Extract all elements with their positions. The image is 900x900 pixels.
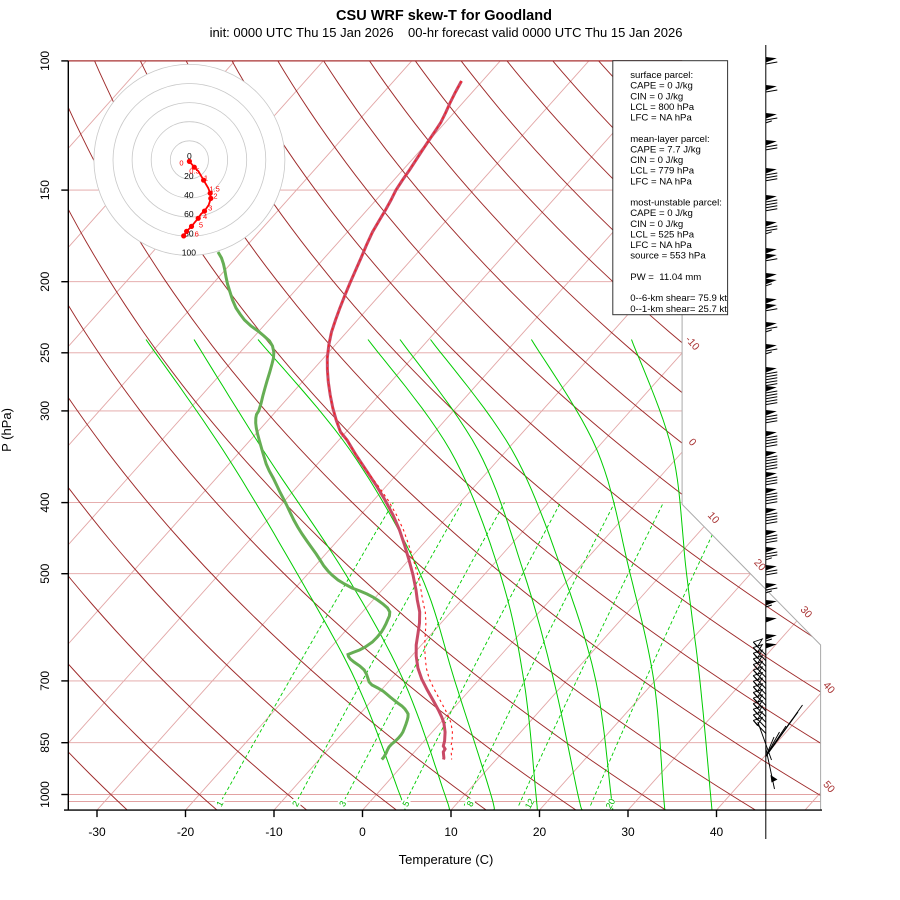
svg-text:20: 20 xyxy=(184,171,194,181)
svg-text:150: 150 xyxy=(38,180,52,200)
svg-text:0.5: 0.5 xyxy=(189,167,199,176)
svg-text:20: 20 xyxy=(604,797,618,811)
svg-text:2: 2 xyxy=(213,192,217,201)
svg-text:0--6-km shear= 75.9 kt: 0--6-km shear= 75.9 kt xyxy=(630,293,727,304)
svg-text:init: 0000 UTC Thu 15 Jan 2026: init: 0000 UTC Thu 15 Jan 2026 00-hr for… xyxy=(210,25,683,40)
svg-text:80: 80 xyxy=(184,228,194,238)
svg-text:30: 30 xyxy=(621,825,635,839)
svg-text:CIN = 0 J/kg: CIN = 0 J/kg xyxy=(630,91,683,102)
svg-text:most-unstable parcel:: most-unstable parcel: xyxy=(630,198,722,209)
svg-text:-20: -20 xyxy=(177,825,195,839)
svg-text:20: 20 xyxy=(533,825,547,839)
svg-text:1: 1 xyxy=(204,174,208,183)
svg-text:4: 4 xyxy=(203,212,207,221)
svg-text:10: 10 xyxy=(444,825,458,839)
svg-text:mean-layer parcel:: mean-layer parcel: xyxy=(630,134,709,145)
svg-text:8: 8 xyxy=(465,799,476,808)
svg-text:CIN = 0 J/kg: CIN = 0 J/kg xyxy=(630,155,683,166)
svg-text:LFC = NA hPa: LFC = NA hPa xyxy=(630,176,692,187)
svg-text:400: 400 xyxy=(38,492,52,512)
svg-text:0: 0 xyxy=(359,825,366,839)
svg-text:500: 500 xyxy=(38,563,52,583)
svg-text:CSU WRF skew-T for Goodland: CSU WRF skew-T for Goodland xyxy=(336,8,552,24)
svg-text:LCL = 779 hPa: LCL = 779 hPa xyxy=(630,166,695,177)
svg-text:40: 40 xyxy=(184,190,194,200)
svg-text:60: 60 xyxy=(184,209,194,219)
svg-text:2: 2 xyxy=(290,799,301,808)
svg-text:100: 100 xyxy=(182,247,196,257)
svg-text:3: 3 xyxy=(208,204,212,213)
svg-text:surface parcel:: surface parcel: xyxy=(630,70,693,81)
svg-text:-10: -10 xyxy=(265,825,283,839)
svg-text:CIN = 0 J/kg: CIN = 0 J/kg xyxy=(630,219,683,230)
svg-text:6: 6 xyxy=(195,230,199,239)
svg-text:5: 5 xyxy=(199,221,203,230)
svg-text:200: 200 xyxy=(38,271,52,291)
svg-text:0: 0 xyxy=(179,158,183,167)
svg-text:300: 300 xyxy=(38,401,52,421)
svg-text:700: 700 xyxy=(38,671,52,691)
svg-text:LCL = 800 hPa: LCL = 800 hPa xyxy=(630,102,695,113)
svg-text:CAPE = 7.7 J/kg: CAPE = 7.7 J/kg xyxy=(630,144,701,155)
svg-text:-30: -30 xyxy=(88,825,106,839)
svg-text:LCL = 525 hPa: LCL = 525 hPa xyxy=(630,229,695,240)
svg-text:5: 5 xyxy=(400,799,411,808)
svg-text:1000: 1000 xyxy=(38,781,52,808)
svg-text:1: 1 xyxy=(214,799,225,808)
svg-text:source = 553 hPa: source = 553 hPa xyxy=(630,251,706,262)
svg-text:LFC = NA hPa: LFC = NA hPa xyxy=(630,113,692,124)
svg-text:Temperature (C): Temperature (C) xyxy=(399,852,494,867)
svg-text:850: 850 xyxy=(38,732,52,752)
svg-text:0: 0 xyxy=(187,151,192,161)
svg-text:LFC = NA hPa: LFC = NA hPa xyxy=(630,240,692,251)
svg-text:12: 12 xyxy=(523,797,537,811)
svg-text:100: 100 xyxy=(38,51,52,71)
svg-text:0--1-km shear= 25.7 kt: 0--1-km shear= 25.7 kt xyxy=(630,304,727,315)
svg-text:CAPE = 0 J/kg: CAPE = 0 J/kg xyxy=(630,81,693,92)
svg-text:3: 3 xyxy=(337,799,348,808)
svg-text:CAPE = 0 J/kg: CAPE = 0 J/kg xyxy=(630,208,693,219)
svg-text:PW = 11.04 mm: PW = 11.04 mm xyxy=(630,272,701,283)
svg-text:P (hPa): P (hPa) xyxy=(0,408,14,452)
svg-text:250: 250 xyxy=(38,342,52,362)
svg-text:1.5: 1.5 xyxy=(209,184,219,193)
svg-text:40: 40 xyxy=(710,825,724,839)
